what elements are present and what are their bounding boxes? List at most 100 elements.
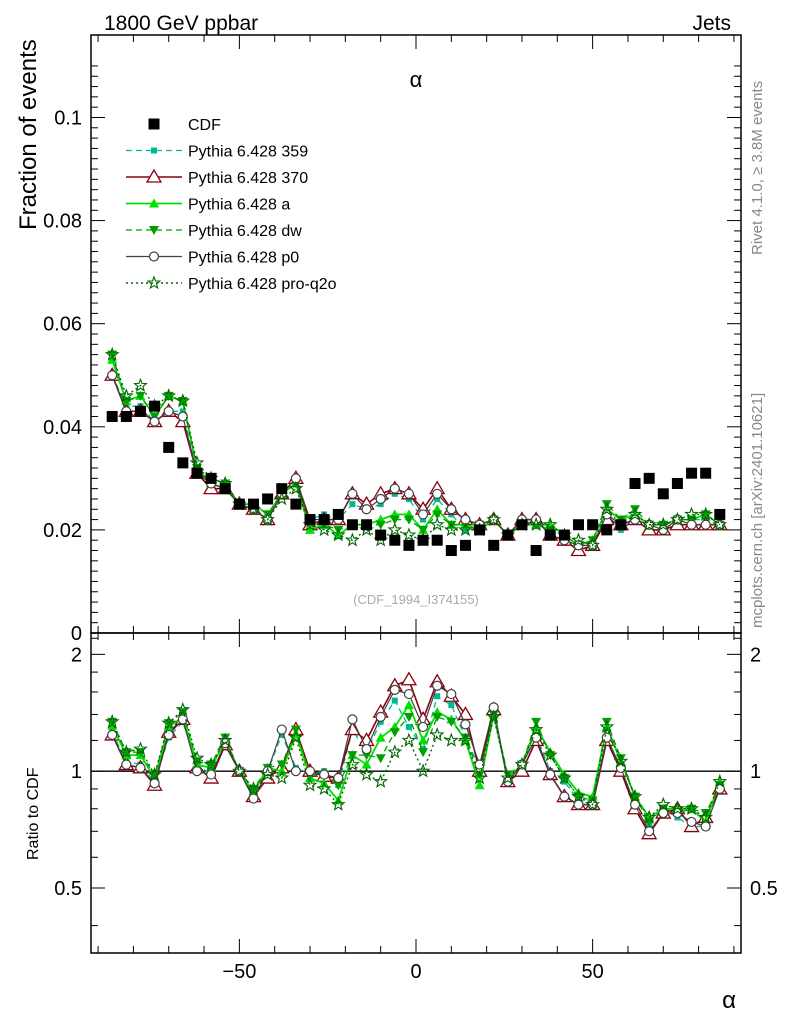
point-cdf bbox=[248, 498, 259, 510]
ratio-point-pq2o bbox=[458, 732, 473, 747]
ratio-point-pdw bbox=[488, 710, 499, 720]
point-cdf bbox=[290, 498, 302, 510]
ratio-y-tick-label-left: 1 bbox=[71, 761, 82, 783]
point-pq2o bbox=[260, 511, 275, 526]
point-cdf bbox=[445, 545, 457, 557]
point-cdf bbox=[573, 519, 584, 531]
point-p359 bbox=[462, 526, 469, 533]
point-cdf bbox=[389, 534, 401, 546]
ratio-point-pq2o bbox=[655, 796, 671, 811]
point-pq2o bbox=[641, 516, 657, 532]
ratio-point-pp0 bbox=[107, 729, 118, 741]
point-pp0 bbox=[347, 488, 358, 499]
point-pp0 bbox=[432, 488, 443, 499]
legend-marker-p370 bbox=[145, 168, 163, 183]
ratio-point-p359 bbox=[448, 702, 455, 709]
ratio-point-pq2o bbox=[415, 763, 431, 778]
ratio-point-pdw bbox=[375, 754, 386, 764]
point-cdf bbox=[304, 514, 316, 526]
ratio-point-p370 bbox=[400, 671, 418, 686]
main-y-tick-label: 0.04 bbox=[43, 417, 82, 439]
point-pq2o bbox=[104, 346, 120, 361]
point-cdf bbox=[149, 400, 161, 412]
ratio-point-pp0 bbox=[559, 791, 570, 802]
legend-marker-pp0 bbox=[148, 251, 160, 262]
point-pq2o bbox=[571, 532, 586, 547]
point-p359 bbox=[349, 501, 356, 508]
main-y-tick-labels: 0 0.02 0.04 0.06 0.08 0.1 bbox=[43, 107, 82, 645]
point-pq2o bbox=[627, 506, 643, 521]
point-pq2o bbox=[458, 522, 473, 537]
ratio-point-pp0 bbox=[644, 826, 655, 837]
series-line-pp0 bbox=[111, 374, 720, 547]
ratio-point-pp0 bbox=[347, 714, 358, 725]
ratio-point-pq2o bbox=[203, 756, 219, 771]
ratio-y-tick-label-right: 1 bbox=[750, 761, 761, 783]
point-pq2o bbox=[288, 480, 304, 495]
ratio-point-pq2o bbox=[387, 744, 403, 759]
point-cdf bbox=[657, 488, 669, 500]
ratio-plot-frame bbox=[90, 632, 742, 954]
point-cdf bbox=[502, 529, 514, 541]
ratio-series-group bbox=[104, 671, 728, 840]
point-pq2o bbox=[486, 511, 502, 526]
ratio-point-pdw bbox=[418, 748, 429, 758]
ratio-point-pq2o bbox=[118, 744, 134, 759]
ratio-point-pdw bbox=[389, 728, 400, 738]
point-cdf bbox=[346, 519, 358, 531]
point-pq2o bbox=[330, 527, 346, 542]
ratio-point-pq2o bbox=[486, 709, 502, 724]
point-cdf bbox=[700, 467, 712, 479]
ratio-point-pq2o bbox=[288, 729, 304, 744]
ratio-point-pp0 bbox=[417, 721, 429, 733]
ratio-point-pp0 bbox=[686, 816, 697, 828]
point-pp0 bbox=[107, 370, 118, 381]
ratio-y-tick-label-right: 0.5 bbox=[750, 878, 778, 900]
point-pp0 bbox=[149, 416, 160, 427]
ratio-point-pp0 bbox=[403, 688, 415, 700]
point-pq2o bbox=[387, 522, 403, 537]
legend-label: Pythia 6.428 a bbox=[188, 197, 290, 214]
point-pq2o bbox=[712, 516, 728, 532]
ratio-point-pp0 bbox=[361, 743, 372, 755]
ratio-point-pq2o bbox=[217, 732, 233, 747]
ratio-point-pp0 bbox=[191, 766, 203, 777]
ratio-point-pq2o bbox=[528, 721, 544, 736]
ratio-point-pdw bbox=[347, 751, 358, 761]
ratio-point-pp0 bbox=[149, 778, 160, 789]
ratio-point-pq2o bbox=[627, 788, 643, 803]
ratio-point-pp0 bbox=[319, 769, 330, 780]
ratio-point-p359 bbox=[278, 731, 285, 738]
point-pq2o bbox=[599, 501, 615, 516]
point-pq2o bbox=[175, 393, 191, 408]
legend-marker-p359 bbox=[151, 147, 157, 154]
point-pq2o bbox=[161, 388, 177, 403]
ratio-point-pq2o bbox=[345, 756, 360, 771]
ratio-point-pp0 bbox=[121, 759, 132, 770]
point-cdf bbox=[177, 457, 189, 469]
point-p359 bbox=[377, 501, 384, 508]
ratio-point-pdw bbox=[432, 712, 443, 722]
legend: CDF Pythia 6.428 359 Pythia 6.428 370 Pythi… bbox=[126, 117, 337, 293]
ratio-point-pq2o bbox=[641, 809, 657, 824]
ratio-point-pdw bbox=[502, 770, 513, 780]
ratio-point-pp0 bbox=[290, 766, 301, 777]
point-p359 bbox=[434, 495, 441, 502]
point-pq2o bbox=[698, 506, 714, 521]
ratio-point-pp0 bbox=[333, 772, 344, 784]
point-cdf bbox=[332, 508, 344, 520]
ratio-y-tick-label-right: 2 bbox=[750, 644, 761, 666]
point-cdf bbox=[714, 508, 726, 520]
point-pp0 bbox=[375, 493, 386, 505]
ratio-point-p359 bbox=[405, 723, 412, 730]
ratio-point-pq2o bbox=[330, 796, 346, 811]
ratio-point-pdw bbox=[460, 733, 471, 743]
ratio-line-pdw bbox=[111, 710, 721, 823]
point-cdf bbox=[134, 405, 146, 417]
rivet-info: Rivet 4.1.0, ≥ 3.8M events bbox=[749, 81, 766, 255]
ratio-point-pq2o bbox=[133, 741, 148, 756]
ratio-point-pq2o bbox=[373, 773, 389, 788]
series-line-pa bbox=[111, 359, 721, 547]
main-y-tick-label: 0.1 bbox=[54, 107, 82, 129]
